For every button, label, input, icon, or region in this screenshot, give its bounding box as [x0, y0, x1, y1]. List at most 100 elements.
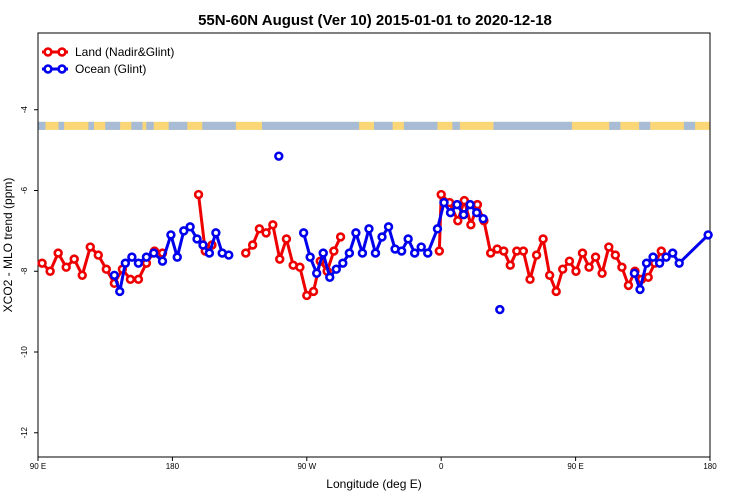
ocean-band-segment	[609, 121, 621, 130]
data-point	[198, 240, 208, 250]
data-point	[597, 268, 607, 278]
data-point	[416, 242, 426, 252]
data-point	[403, 234, 413, 244]
data-point	[247, 240, 258, 250]
data-point	[377, 232, 387, 242]
ocean-band-segment	[88, 121, 94, 130]
x-tick-label: 90 W	[297, 462, 316, 471]
data-point	[383, 222, 394, 232]
data-point	[531, 250, 542, 260]
data-point	[571, 266, 581, 276]
data-point	[654, 258, 665, 268]
ocean-band-segment	[146, 121, 154, 130]
data-point	[643, 272, 653, 283]
data-point	[185, 222, 195, 232]
ocean-band-segment	[493, 121, 572, 130]
data-point	[268, 220, 278, 230]
data-point	[331, 264, 341, 274]
data-point	[69, 254, 79, 264]
data-point	[604, 242, 614, 252]
chart-title: 55N-60N August (Ver 10) 2015-01-01 to 20…	[198, 12, 552, 29]
data-point	[85, 242, 95, 252]
data-point	[192, 234, 202, 244]
data-point	[656, 246, 666, 256]
data-point	[125, 274, 136, 285]
series-ocean	[109, 151, 713, 315]
ocean-band-segment	[262, 121, 360, 130]
data-point	[261, 228, 271, 238]
data-point	[518, 246, 529, 256]
data-point	[335, 232, 346, 242]
legend-label: Ocean (Glint)	[75, 62, 146, 76]
data-point	[453, 216, 463, 226]
data-point	[370, 248, 381, 258]
data-point	[344, 248, 355, 258]
ocean-band-segment	[683, 121, 696, 130]
data-point	[409, 248, 420, 258]
data-point	[432, 224, 443, 234]
data-point	[298, 228, 309, 238]
data-point	[166, 230, 176, 240]
legend-marker	[57, 64, 67, 74]
data-point	[77, 270, 87, 280]
series-line	[302, 201, 485, 279]
data-point	[499, 246, 509, 256]
data-point	[396, 246, 407, 256]
data-point	[325, 272, 335, 283]
data-point	[703, 230, 713, 240]
data-point	[93, 250, 103, 260]
series-line	[41, 245, 163, 285]
ocean-band-segment	[168, 121, 188, 130]
data-point	[351, 228, 361, 238]
data-point	[584, 262, 594, 272]
data-point	[623, 280, 634, 291]
x-tick-label: 180	[166, 462, 180, 471]
legend: Land (Nadir&Glint) Ocean (Glint)	[42, 45, 174, 76]
data-point	[275, 254, 285, 264]
data-point	[37, 258, 47, 268]
data-point	[141, 252, 152, 262]
data-point	[551, 286, 561, 297]
data-point	[434, 246, 445, 256]
data-point	[472, 199, 483, 210]
data-point	[558, 264, 568, 274]
data-point	[101, 264, 112, 274]
data-point	[149, 248, 159, 258]
data-point	[661, 252, 671, 262]
x-tick-label: 180	[703, 462, 717, 471]
data-point	[193, 189, 204, 200]
data-point	[357, 248, 368, 258]
data-point	[179, 226, 189, 236]
data-point	[538, 234, 548, 244]
ocean-band-segment	[639, 121, 651, 130]
data-point	[648, 252, 658, 262]
legend-marker	[43, 64, 53, 74]
data-point	[466, 220, 476, 230]
data-point	[109, 270, 120, 280]
data-point	[590, 252, 601, 262]
data-point	[311, 268, 322, 278]
data-point	[458, 210, 469, 220]
data-point	[241, 248, 251, 258]
data-point	[157, 256, 168, 266]
data-point	[577, 248, 588, 258]
data-point	[172, 252, 182, 262]
plot-frame	[37, 32, 711, 458]
y-tick-label: -12	[20, 426, 29, 438]
data-point	[617, 262, 627, 272]
data-point	[465, 199, 475, 210]
land-map-band	[38, 121, 710, 130]
data-point	[274, 151, 284, 161]
data-point	[452, 199, 462, 210]
data-point	[544, 270, 555, 280]
data-point	[120, 258, 131, 268]
data-point	[445, 207, 456, 218]
y-axis-label: XCO2 - MLO trend (ppm)	[1, 178, 15, 313]
y-tick-label: -10	[20, 346, 29, 358]
legend-marker	[57, 47, 67, 57]
data-point	[635, 284, 645, 295]
data-point	[224, 250, 234, 260]
data-point	[525, 274, 535, 285]
data-point	[133, 258, 144, 268]
